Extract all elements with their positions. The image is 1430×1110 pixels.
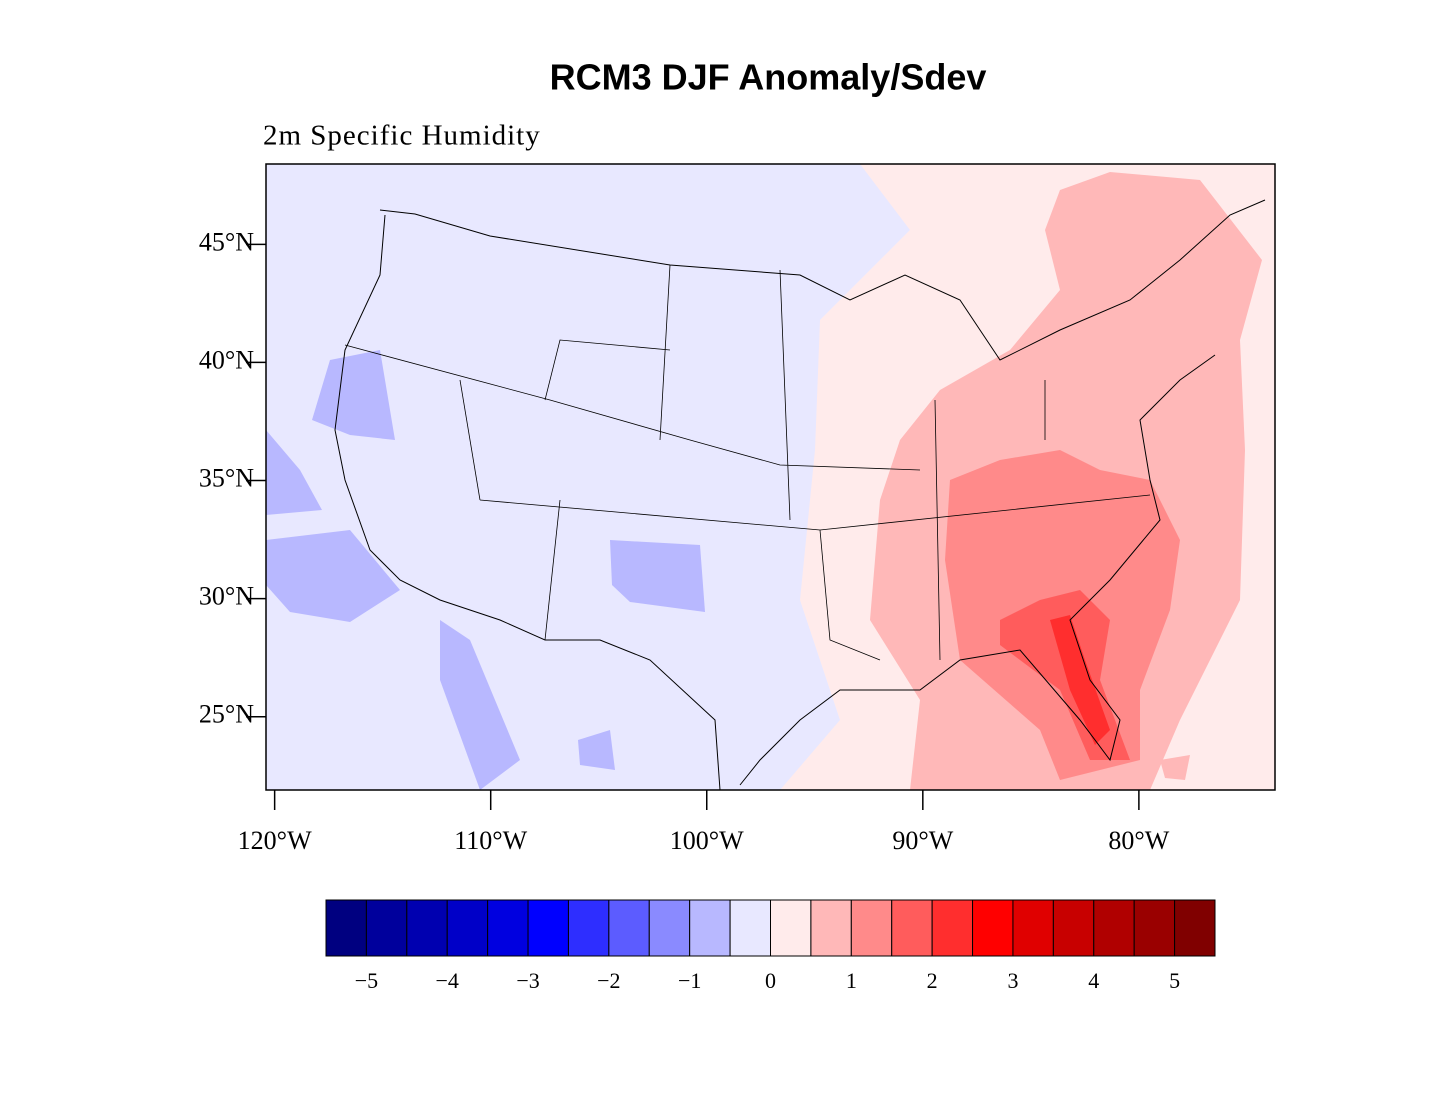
colorbar-box (527, 899, 569, 957)
colorbar-label: 3 (1007, 968, 1018, 993)
colorbar-box (1093, 899, 1135, 957)
x-tick-label: 120°W (238, 826, 312, 855)
colorbar-box (689, 899, 731, 957)
colorbar-box (891, 899, 933, 957)
colorbar-box (365, 899, 408, 957)
colorbar-box (1133, 899, 1176, 957)
colorbar-box (810, 899, 852, 957)
colorbar-box (1052, 899, 1095, 957)
colorbar-label: 4 (1088, 968, 1099, 993)
colorbar-label: 0 (765, 968, 776, 993)
field-region (1050, 615, 1110, 745)
colorbar-label: −1 (678, 968, 701, 993)
colorbar-box (729, 899, 771, 957)
y-tick-label: 25°N (199, 700, 254, 729)
colorbar-label: −2 (597, 968, 620, 993)
field-region (578, 730, 615, 770)
x-tick-label: 100°W (670, 826, 744, 855)
y-tick-label: 40°N (199, 345, 254, 374)
x-tick-label: 90°W (892, 826, 953, 855)
x-tick-label: 110°W (454, 826, 527, 855)
y-tick-label: 45°N (199, 227, 254, 256)
colorbar-label: −3 (516, 968, 539, 993)
field-region (1160, 755, 1190, 780)
field-region (440, 620, 520, 790)
map-frame (265, 163, 1276, 791)
colorbar-box (770, 899, 812, 957)
y-tick-label: 35°N (199, 464, 254, 493)
state-borders (344, 264, 1151, 661)
colorbar-box (446, 899, 489, 957)
title: RCM3 DJF Anomaly/Sdev (550, 57, 987, 98)
map (266, 164, 1275, 790)
field-region (266, 430, 322, 515)
colorbar-label: 1 (846, 968, 857, 993)
colorbar-box (931, 899, 974, 957)
colorbar-label: 2 (927, 968, 938, 993)
subtitle: 2m Specific Humidity (263, 120, 541, 152)
colorbar-box (325, 899, 367, 957)
coastline (334, 199, 1266, 790)
field-region (312, 350, 395, 440)
colorbar-box (850, 899, 893, 957)
x-tick-label: 80°W (1108, 826, 1169, 855)
colorbar-box (1174, 899, 1216, 957)
colorbar-label: −4 (436, 968, 459, 993)
colorbar-box (608, 899, 650, 957)
field-region (610, 540, 705, 612)
colorbar-box (406, 899, 448, 957)
field-region (266, 530, 400, 622)
colorbar-box (567, 899, 610, 957)
colorbar-box (487, 899, 529, 957)
y-tick-label: 30°N (199, 582, 254, 611)
colorbar-box (648, 899, 691, 957)
colorbar-box (1012, 899, 1054, 957)
colorbar-box (972, 899, 1014, 957)
colorbar-label: 5 (1169, 968, 1180, 993)
colorbar-label: −5 (355, 968, 378, 993)
